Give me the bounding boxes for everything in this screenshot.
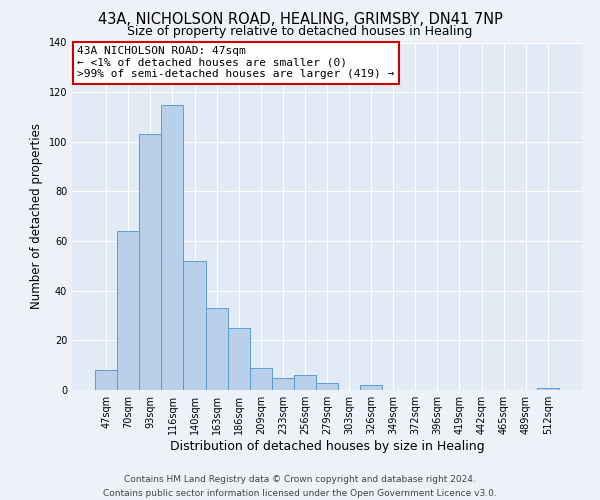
Bar bbox=[161, 104, 184, 390]
Text: 43A, NICHOLSON ROAD, HEALING, GRIMSBY, DN41 7NP: 43A, NICHOLSON ROAD, HEALING, GRIMSBY, D… bbox=[98, 12, 502, 28]
Bar bbox=[316, 382, 338, 390]
X-axis label: Distribution of detached houses by size in Healing: Distribution of detached houses by size … bbox=[170, 440, 484, 453]
Bar bbox=[360, 385, 382, 390]
Bar bbox=[95, 370, 117, 390]
Text: 43A NICHOLSON ROAD: 47sqm
← <1% of detached houses are smaller (0)
>99% of semi-: 43A NICHOLSON ROAD: 47sqm ← <1% of detac… bbox=[77, 46, 394, 79]
Bar bbox=[250, 368, 272, 390]
Text: Contains HM Land Registry data © Crown copyright and database right 2024.
Contai: Contains HM Land Registry data © Crown c… bbox=[103, 476, 497, 498]
Y-axis label: Number of detached properties: Number of detached properties bbox=[30, 123, 43, 309]
Bar bbox=[294, 375, 316, 390]
Bar bbox=[227, 328, 250, 390]
Bar bbox=[117, 231, 139, 390]
Bar bbox=[139, 134, 161, 390]
Bar bbox=[537, 388, 559, 390]
Bar bbox=[272, 378, 294, 390]
Bar bbox=[206, 308, 227, 390]
Bar bbox=[184, 261, 206, 390]
Text: Size of property relative to detached houses in Healing: Size of property relative to detached ho… bbox=[127, 25, 473, 38]
